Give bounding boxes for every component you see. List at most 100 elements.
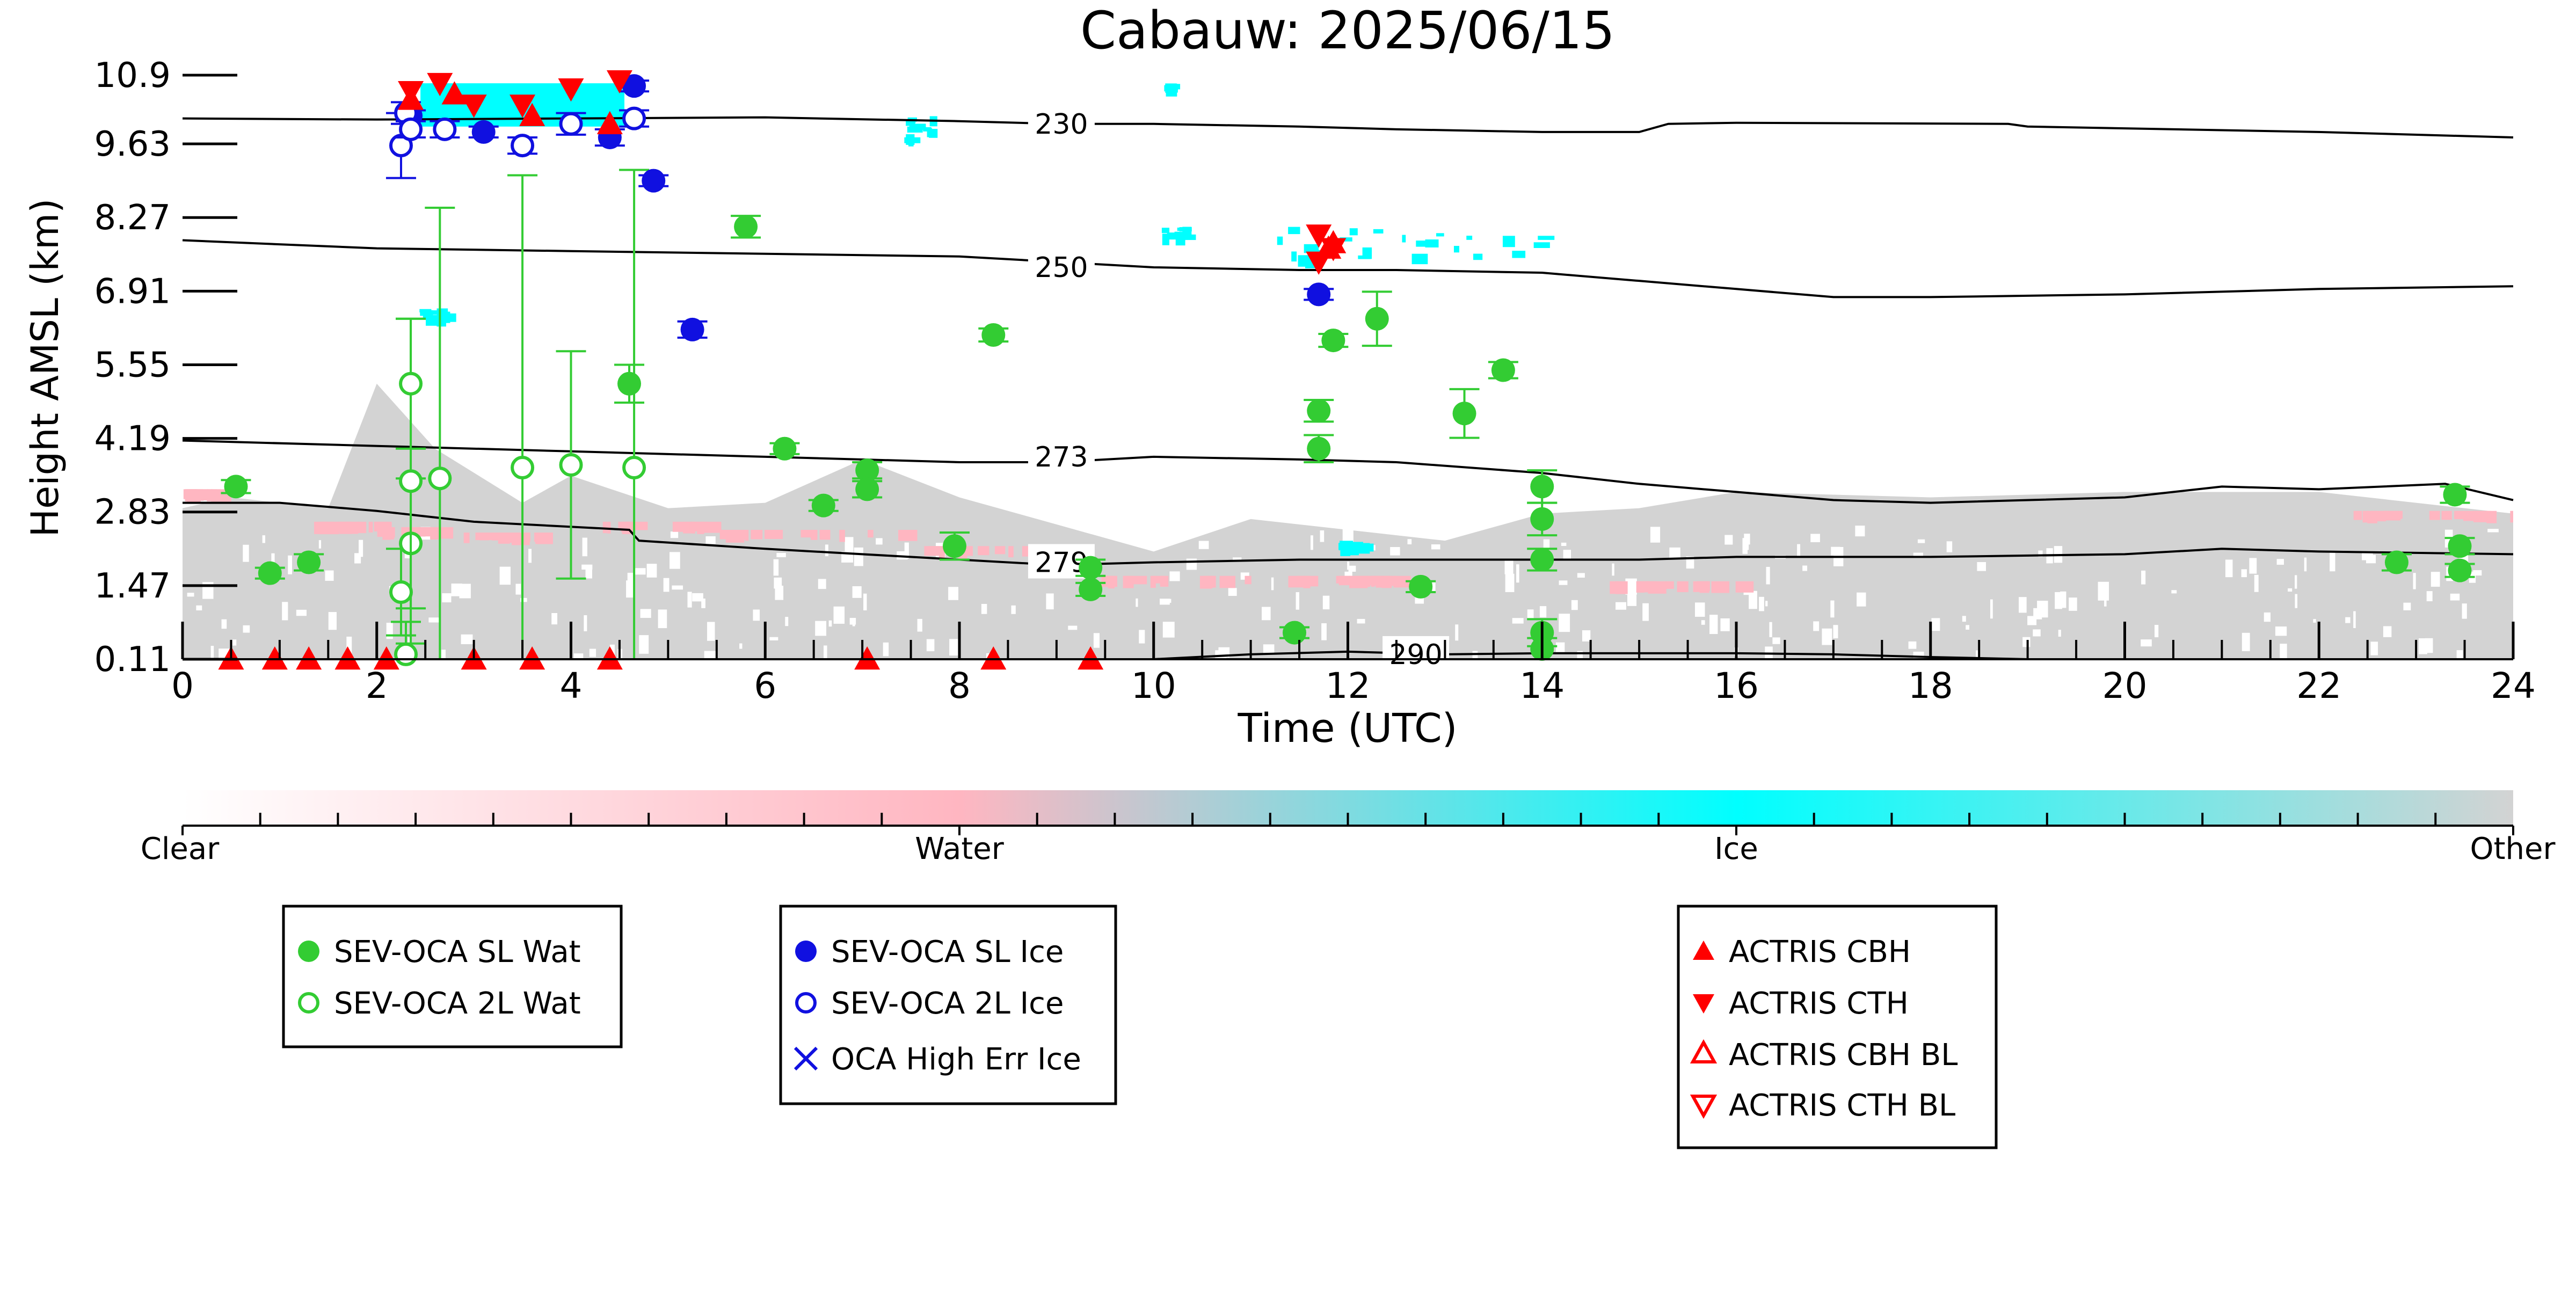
legend-label-2l-wat: SEV-OCA 2L Wat — [334, 986, 581, 1021]
cloud-mask-water-patch — [1125, 575, 1147, 585]
cloud-mask-clear-gap — [1068, 625, 1078, 630]
cloud-mask-clear-gap — [346, 636, 352, 656]
cloud-mask-clear-gap — [2264, 612, 2271, 622]
cloud-mask-water-patch — [463, 533, 470, 543]
cloud-mask-ice-patch — [1304, 244, 1319, 253]
cloud-mask-ice-patch — [1164, 85, 1170, 92]
cloud-mask-clear-gap — [981, 603, 987, 614]
data-point — [559, 112, 583, 136]
data-point — [622, 74, 646, 98]
cloud-mask-water-patch — [2463, 511, 2478, 521]
cloud-mask-ice-patch — [1363, 543, 1374, 552]
cloud-mask-water-patch — [2510, 511, 2513, 523]
colorbar-label-water: Water — [915, 832, 1005, 866]
cloud-mask-clear-gap — [1348, 565, 1356, 572]
data-point — [399, 371, 423, 396]
cloud-mask-water-patch — [1371, 575, 1375, 587]
data-point — [559, 453, 583, 477]
cloud-mask-clear-gap — [1765, 601, 1768, 607]
cloud-mask-clear-gap — [2141, 639, 2152, 647]
cloud-mask-clear-gap — [1157, 531, 1164, 536]
cloud-mask-clear-gap — [1431, 544, 1440, 550]
data-point — [854, 646, 881, 670]
cloud-mask-clear-gap — [1582, 630, 1591, 642]
cloud-mask-clear-gap — [2038, 550, 2043, 557]
data-point — [398, 81, 424, 105]
cloud-mask-water-patch — [1008, 546, 1014, 558]
y-tick-label: 6.91 — [94, 272, 171, 311]
cloud-mask-ice-patch — [1167, 84, 1178, 93]
data-point — [1307, 436, 1331, 461]
data-point — [224, 475, 248, 499]
cloud-mask-clear-gap — [825, 544, 828, 557]
legend-actris: ACTRIS CBH ACTRIS CTH ACTRIS CBH BL ACTR… — [1677, 905, 1998, 1149]
x-tick-label: 12 — [1326, 665, 1371, 706]
cloud-mask-clear-gap — [1527, 609, 1534, 620]
cloud-mask-clear-gap — [1186, 558, 1197, 570]
cloud-mask-water-patch — [511, 533, 530, 545]
cloud-mask-clear-gap — [845, 537, 854, 555]
cloud-mask-clear-gap — [1321, 623, 1327, 640]
data-point — [519, 646, 545, 670]
cloud-mask-clear-gap — [1577, 651, 1583, 659]
cloud-mask-clear-gap — [187, 593, 194, 597]
cloud-mask-clear-gap — [1407, 539, 1412, 544]
cloud-mask-clear-gap — [823, 645, 827, 659]
cloud-mask-clear-gap — [296, 609, 307, 616]
data-point — [1530, 507, 1554, 531]
data-point — [680, 317, 704, 341]
cloud-mask-clear-gap — [1228, 588, 1237, 596]
isotherm-label-bg — [1028, 105, 1095, 140]
cloud-mask-clear-gap — [1136, 535, 1145, 546]
data-point — [1079, 556, 1103, 580]
cloud-mask-clear-gap — [670, 552, 680, 569]
legend-label-actris-cth-bl: ACTRIS CTH BL — [1729, 1088, 1955, 1123]
data-point — [1452, 402, 1476, 426]
cloud-mask-clear-gap — [635, 568, 646, 575]
cloud-mask-clear-gap — [2487, 529, 2499, 533]
cloud-mask-clear-gap — [828, 620, 832, 627]
cloud-mask-other-region — [183, 383, 2513, 659]
colorbar-ticks — [181, 813, 2514, 835]
y-tick-label: 4.19 — [94, 419, 171, 459]
cloud-mask-clear-gap — [818, 579, 826, 589]
cloud-mask-clear-gap — [1168, 599, 1171, 603]
y-axis-label: Height AMSL (km) — [23, 199, 67, 537]
cloud-mask-clear-gap — [1559, 580, 1568, 585]
data-point — [1307, 399, 1331, 423]
cloud-mask-water-patch — [764, 530, 783, 539]
isotherm-label-bg — [1382, 636, 1450, 670]
cloud-mask-clear-gap — [815, 621, 827, 636]
cloud-mask-clear-gap — [1271, 577, 1274, 591]
cloud-mask-clear-gap — [1976, 650, 1980, 659]
isotherm-line-230 — [182, 116, 2514, 139]
cloud-mask-clear-gap — [1833, 625, 1838, 639]
cloud-mask-clear-gap — [610, 644, 615, 657]
data-point — [1078, 646, 1104, 670]
cloud-mask-clear-gap — [1642, 603, 1649, 621]
data-point — [1283, 621, 1307, 645]
cloud-mask-clear-gap — [585, 567, 592, 579]
cloud-mask-clear-gap — [232, 639, 237, 646]
isotherm-layer: 230 250 273 279 290 — [182, 105, 2514, 671]
cloud-mask-clear-gap — [2098, 581, 2109, 601]
x-tick-label: 18 — [1908, 665, 1953, 706]
legend-label-sl-ice: SEV-OCA SL Ice — [831, 935, 1064, 970]
cloud-mask-clear-gap — [1516, 564, 1519, 583]
cloud-mask-clear-gap — [1616, 602, 1627, 610]
cloud-mask-clear-gap — [1563, 550, 1571, 560]
cloud-mask-clear-gap — [1908, 641, 1917, 649]
cloud-mask-clear-gap — [775, 586, 784, 600]
data-point — [394, 642, 418, 666]
cloud-mask-ice-patch — [1466, 236, 1473, 240]
data-point — [334, 646, 361, 670]
cloud-mask-water-patch — [819, 530, 831, 540]
cloud-mask-clear-gap — [2280, 644, 2287, 659]
cloud-mask-clear-gap — [451, 584, 462, 596]
x-tick-label: 4 — [560, 665, 583, 706]
cloud-mask-clear-gap — [243, 625, 250, 633]
legend-label-high-err-ice: OCA High Err Ice — [831, 1042, 1081, 1077]
cloud-mask-clear-gap — [1612, 563, 1614, 576]
data-point — [427, 72, 453, 97]
